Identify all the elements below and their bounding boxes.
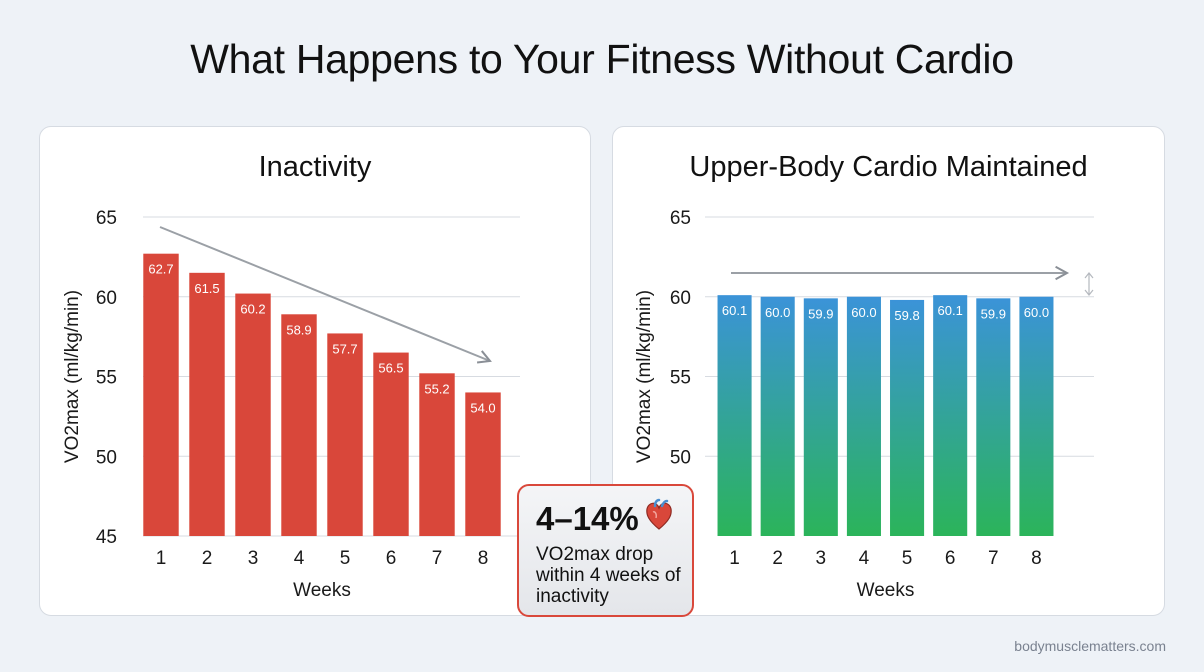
inactivity-chart-panel: Inactivity 65 60 55 50 45 VO2max (ml/kg/min) 6…: [39, 126, 591, 616]
callout-headline: 4–14%: [536, 498, 692, 539]
data-label: 59.8: [894, 308, 919, 323]
trend-arrow: [159, 226, 491, 362]
y-tick-label: 65: [670, 208, 691, 229]
x-tick-label: 1: [156, 548, 167, 569]
x-tick-label: 7: [988, 548, 999, 569]
x-tick-label: 4: [859, 548, 870, 569]
cardio-chart-panel: Upper-Body Cardio Maintained 65 60 55 50 VO2…: [612, 126, 1165, 616]
data-label: 56.5: [378, 361, 403, 376]
chart-title: Inactivity: [258, 151, 372, 183]
y-tick-label: 45: [96, 527, 117, 548]
bar: [235, 293, 271, 536]
data-label: 60.1: [722, 303, 747, 318]
page-title: What Happens to Your Fitness Without Car…: [190, 36, 1014, 82]
x-tick-label: 2: [202, 548, 213, 569]
y-tick-label: 55: [670, 368, 691, 389]
bar: [803, 298, 838, 536]
y-tick-label: 65: [96, 208, 117, 229]
bar: [281, 314, 317, 536]
bar: [143, 253, 179, 536]
x-tick-label: 8: [1031, 548, 1042, 569]
bar: [846, 296, 881, 536]
y-axis-label: VO2max (ml/kg/min): [634, 290, 655, 463]
bar: [976, 298, 1011, 536]
bar: [189, 272, 225, 536]
y-axis-label: VO2max (ml/kg/min): [62, 290, 83, 463]
callout-text: VO2max drop within 4 weeks of inactivity: [536, 544, 681, 607]
data-label: 55.2: [424, 381, 449, 396]
data-label: 60.0: [765, 305, 790, 320]
bar: [465, 392, 501, 536]
data-label: 59.9: [981, 306, 1006, 321]
variance-arrowhead-up: [1084, 272, 1094, 279]
x-tick-label: 3: [816, 548, 827, 569]
data-label: 60.0: [851, 305, 876, 320]
data-label: 60.2: [240, 302, 265, 317]
bar: [890, 299, 925, 536]
x-tick-label: 6: [945, 548, 956, 569]
data-label: 60.1: [938, 303, 963, 318]
heart-icon: [644, 498, 674, 539]
data-label: 60.0: [1024, 305, 1049, 320]
x-tick-label: 6: [386, 548, 397, 569]
y-tick-label: 50: [670, 447, 691, 468]
y-tick-label: 50: [96, 447, 117, 468]
data-label: 54.0: [470, 400, 495, 415]
x-tick-label: 5: [902, 548, 913, 569]
data-label: 59.9: [808, 306, 833, 321]
callout-percent: 4–14%: [536, 499, 639, 537]
x-tick-label: 4: [294, 548, 305, 569]
footer-source: bodymusclematters.com: [1014, 638, 1166, 654]
x-tick-label: 5: [340, 548, 351, 569]
bar: [933, 295, 968, 536]
bar: [717, 295, 752, 536]
x-tick-label: 3: [248, 548, 259, 569]
trend-arrowhead: [1055, 265, 1070, 281]
y-tick-label: 55: [96, 368, 117, 389]
x-axis-label: Weeks: [293, 580, 351, 601]
data-label: 57.7: [332, 341, 357, 356]
trend-arrowhead: [476, 350, 492, 364]
x-tick-label: 2: [772, 548, 783, 569]
x-tick-label: 7: [432, 548, 443, 569]
data-label: 61.5: [194, 281, 219, 296]
bar: [760, 296, 795, 536]
variance-arrowhead-down: [1084, 289, 1094, 296]
y-tick-label: 60: [670, 288, 691, 309]
data-label: 62.7: [148, 262, 173, 277]
x-tick-label: 1: [729, 548, 740, 569]
chart-title: Upper-Body Cardio Maintained: [689, 151, 1088, 183]
bar: [327, 333, 363, 536]
x-axis-label: Weeks: [857, 580, 915, 601]
callout-box: 4–14% VO2max drop within 4 weeks of inac…: [517, 484, 694, 617]
bar: [373, 352, 409, 536]
y-tick-label: 60: [96, 288, 117, 309]
bar: [1019, 296, 1054, 536]
bar: [419, 373, 455, 536]
x-tick-label: 8: [478, 548, 489, 569]
data-label: 58.9: [286, 322, 311, 337]
